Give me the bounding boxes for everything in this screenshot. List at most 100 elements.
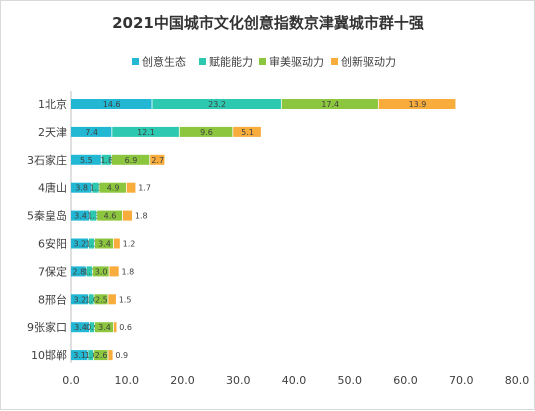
bar-8-2	[94, 322, 114, 333]
x-tick-label-4: 40.0	[282, 374, 307, 387]
data-label-9-1: 1.0	[85, 351, 98, 360]
data-label-1-2: 9.6	[200, 128, 213, 137]
bar-3-2	[99, 182, 126, 193]
bar-2-0	[71, 154, 101, 165]
bar-3-0	[71, 182, 92, 193]
category-label-2: 3石家庄	[27, 153, 67, 167]
x-tick-label-7: 70.0	[449, 374, 474, 387]
data-label-2-0: 5.5	[80, 156, 93, 165]
data-label-1-3: 5.1	[241, 128, 254, 137]
data-label-8-2: 3.4	[98, 323, 111, 332]
bars: 14.6 23.2 17.4 13.9 7.4 12.1 9.6 5.1 5.5 1.8 6.9 2.…	[71, 99, 456, 361]
legend-swatch-2	[259, 58, 266, 65]
category-label-8: 9张家口	[27, 320, 67, 334]
data-label-2-2: 6.9	[125, 156, 138, 165]
x-tick-label-0: 0.0	[62, 374, 80, 387]
legend-swatch-1	[199, 58, 206, 65]
legend-label-3: 创新驱动力	[341, 55, 396, 69]
legend-label-1: 赋能能力	[209, 55, 253, 69]
legend-label-2: 审美驱动力	[269, 55, 324, 69]
bar-6-2	[92, 266, 109, 277]
bar-9-3	[108, 350, 113, 361]
category-label-6: 7保定	[38, 264, 67, 278]
bar-4-0	[71, 210, 90, 221]
bar-0-3	[378, 99, 456, 109]
data-label-2-3: 2.7	[151, 156, 164, 165]
bar-2-1	[101, 154, 111, 165]
data-label-9-2: 2.6	[95, 351, 108, 360]
legend-swatch-3	[331, 58, 338, 65]
data-label-3-2: 4.9	[107, 184, 120, 193]
bar-6-0	[71, 266, 86, 277]
data-label-4-0: 3.4	[74, 212, 87, 221]
bar-1-2	[179, 126, 233, 137]
data-label-8-1: 0.9	[86, 323, 99, 332]
bar-3-3	[126, 182, 136, 193]
bar-4-2	[97, 210, 123, 221]
bar-9-2	[93, 350, 108, 361]
bar-7-2	[94, 294, 108, 305]
data-label-8-0: 3.4	[74, 323, 87, 332]
bar-6-3	[109, 266, 119, 277]
x-tick-label-3: 30.0	[226, 374, 251, 387]
data-label-0-2: 17.4	[321, 100, 339, 109]
bar-1-1	[112, 126, 179, 137]
data-label-1-0: 7.4	[85, 128, 98, 137]
bar-5-1	[88, 238, 95, 249]
category-label-4: 5秦皇岛	[27, 209, 67, 223]
bar-4-3	[122, 210, 133, 221]
category-label-3: 4唐山	[38, 181, 67, 195]
category-label-1: 2天津	[38, 126, 67, 139]
bar-8-1	[89, 322, 95, 333]
x-tick-label-8: 80.0	[505, 374, 530, 387]
bar-2-3	[150, 154, 165, 165]
chart-title: 2021中国城市文化创意指数京津冀城市群十强	[112, 14, 424, 32]
bar-8-0	[71, 322, 90, 333]
data-label-4-1: 1.3	[87, 212, 100, 221]
bar-4-1	[89, 210, 97, 221]
bar-6-1	[86, 266, 92, 277]
data-label-5-3: 1.2	[123, 240, 136, 249]
bar-2-2	[111, 154, 150, 165]
bar-8-3	[113, 322, 117, 333]
data-label-5-0: 3.2	[74, 240, 87, 249]
data-label-0-3: 13.9	[409, 100, 427, 109]
category-label-5: 6安阳	[38, 237, 67, 251]
data-label-6-2: 3.0	[95, 267, 108, 276]
data-label-7-2: 2.5	[95, 295, 108, 304]
data-label-8-3: 0.6	[119, 323, 132, 332]
legend-label-0: 创意生态	[142, 55, 186, 69]
bar-5-3	[113, 238, 120, 249]
bar-3-1	[92, 182, 99, 193]
data-label-6-1: 1.1	[83, 267, 96, 276]
data-label-7-1: 1.0	[85, 295, 98, 304]
bar-9-0	[71, 350, 88, 361]
x-tick-label-6: 60.0	[393, 374, 418, 387]
data-label-6-0: 2.8	[72, 267, 85, 276]
data-label-0-1: 23.2	[208, 100, 226, 109]
legend-swatch-0	[132, 58, 139, 65]
category-label-7: 8邢台	[38, 292, 67, 306]
x-tick-label-2: 20.0	[170, 374, 195, 387]
data-label-3-0: 3.8	[75, 184, 88, 193]
data-label-2-1: 1.8	[100, 156, 113, 165]
bar-0-2	[281, 99, 378, 109]
bar-5-0	[71, 238, 89, 249]
data-label-9-0: 3.1	[73, 351, 86, 360]
data-label-6-3: 1.8	[122, 267, 135, 276]
data-label-4-3: 1.8	[135, 212, 148, 221]
data-label-7-0: 3.2	[74, 295, 87, 304]
bar-0-1	[152, 99, 281, 109]
data-label-3-3: 1.7	[138, 184, 151, 193]
bar-1-0	[71, 126, 112, 137]
data-label-1-1: 12.1	[137, 128, 155, 137]
category-labels: 1北京 2天津 3石家庄 4唐山 5秦皇岛 6安阳 7保定 8邢台 9张家口 10邯郸	[27, 97, 67, 362]
data-label-4-2: 4.6	[104, 212, 117, 221]
category-label-9: 10邯郸	[31, 348, 67, 362]
bar-5-2	[94, 238, 114, 249]
category-label-0: 1北京	[38, 97, 67, 111]
x-tick-label-1: 10.0	[115, 374, 140, 387]
bar-0-0	[71, 99, 152, 109]
